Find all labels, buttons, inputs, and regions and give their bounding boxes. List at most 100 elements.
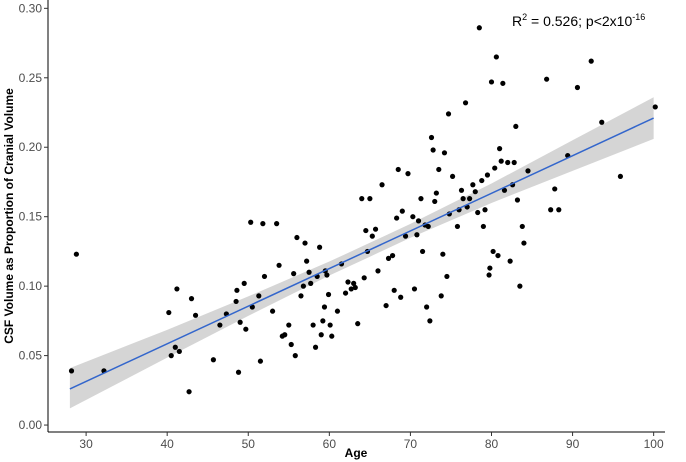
data-point	[292, 353, 298, 359]
data-point	[210, 357, 216, 363]
data-point	[460, 196, 466, 202]
data-point	[428, 134, 435, 141]
data-point	[427, 318, 433, 324]
data-point	[444, 273, 450, 280]
x-axis-title: Age	[345, 446, 368, 460]
data-point	[599, 119, 605, 125]
data-point	[345, 279, 351, 285]
data-point	[304, 258, 310, 264]
data-point	[300, 283, 306, 289]
x-tick-label: 90	[566, 437, 580, 451]
data-point	[411, 286, 418, 292]
data-point	[243, 326, 249, 332]
annotation-superscript: -16	[632, 12, 645, 22]
data-point	[405, 171, 411, 177]
data-point	[486, 272, 492, 278]
data-point	[248, 219, 254, 225]
y-tick-label: 0.00	[19, 418, 43, 432]
y-tick-label: 0.05	[19, 349, 43, 363]
data-point	[73, 251, 79, 257]
data-point	[511, 159, 517, 166]
data-point	[294, 234, 300, 241]
data-point	[325, 291, 332, 298]
data-point	[298, 293, 304, 299]
data-point	[256, 293, 262, 299]
data-point	[438, 293, 444, 299]
annotation-superscript: 2	[522, 12, 527, 22]
data-point	[320, 318, 326, 324]
data-point	[269, 308, 276, 314]
x-tick-label: 40	[161, 437, 175, 451]
data-point	[498, 158, 504, 164]
data-point	[525, 168, 531, 174]
data-point	[588, 58, 594, 64]
data-point	[286, 322, 292, 328]
x-tick-label: 50	[242, 437, 256, 451]
data-point	[174, 286, 180, 292]
data-point	[385, 255, 392, 261]
annotation-text: = 0.526; p<2x10	[527, 13, 632, 29]
x-tick-label: 80	[485, 437, 499, 451]
data-point	[321, 304, 328, 310]
data-point	[342, 290, 349, 296]
data-point	[383, 302, 389, 309]
data-point	[493, 54, 499, 60]
data-point	[548, 207, 554, 213]
data-point	[375, 268, 381, 274]
data-point	[352, 284, 358, 291]
data-point	[514, 197, 521, 203]
data-point	[367, 196, 373, 202]
data-point	[476, 25, 482, 31]
data-point	[257, 358, 264, 364]
data-point	[188, 296, 195, 302]
data-point	[492, 165, 498, 171]
data-point	[490, 248, 496, 255]
data-point	[402, 233, 409, 239]
data-point	[68, 368, 75, 374]
data-point	[484, 172, 491, 178]
data-point	[351, 280, 357, 286]
data-point	[556, 207, 562, 213]
data-point	[363, 227, 369, 234]
data-point	[291, 271, 297, 277]
y-tick-label: 0.30	[19, 1, 43, 15]
data-point	[482, 207, 488, 213]
data-point	[472, 189, 478, 195]
data-point	[324, 272, 330, 278]
data-point	[430, 147, 436, 153]
data-point	[394, 215, 400, 221]
x-tick-label: 30	[79, 437, 93, 451]
data-point	[329, 333, 335, 339]
data-point	[261, 273, 268, 280]
data-point	[433, 190, 439, 196]
data-point	[391, 287, 397, 293]
data-point	[513, 123, 519, 130]
data-point	[495, 252, 501, 259]
data-point	[441, 150, 448, 156]
data-point	[186, 389, 192, 395]
data-point	[418, 196, 424, 202]
annotation: R2 = 0.526; p<2x10-16	[512, 12, 645, 29]
data-point	[544, 76, 550, 82]
data-point	[505, 159, 511, 166]
data-point	[302, 240, 308, 246]
data-point	[415, 218, 422, 224]
data-point	[410, 214, 416, 220]
data-point	[274, 221, 280, 227]
data-point	[436, 166, 442, 173]
data-point	[359, 196, 365, 202]
data-point	[310, 322, 316, 328]
data-point	[399, 208, 405, 214]
data-point	[306, 269, 312, 275]
data-point	[369, 233, 375, 239]
data-point	[317, 244, 323, 250]
data-point	[454, 223, 461, 230]
data-point	[282, 332, 288, 338]
data-point	[217, 322, 223, 328]
data-point	[497, 146, 503, 152]
data-point	[462, 100, 469, 106]
data-point	[432, 198, 438, 205]
data-point	[414, 232, 420, 238]
data-point	[488, 79, 495, 85]
